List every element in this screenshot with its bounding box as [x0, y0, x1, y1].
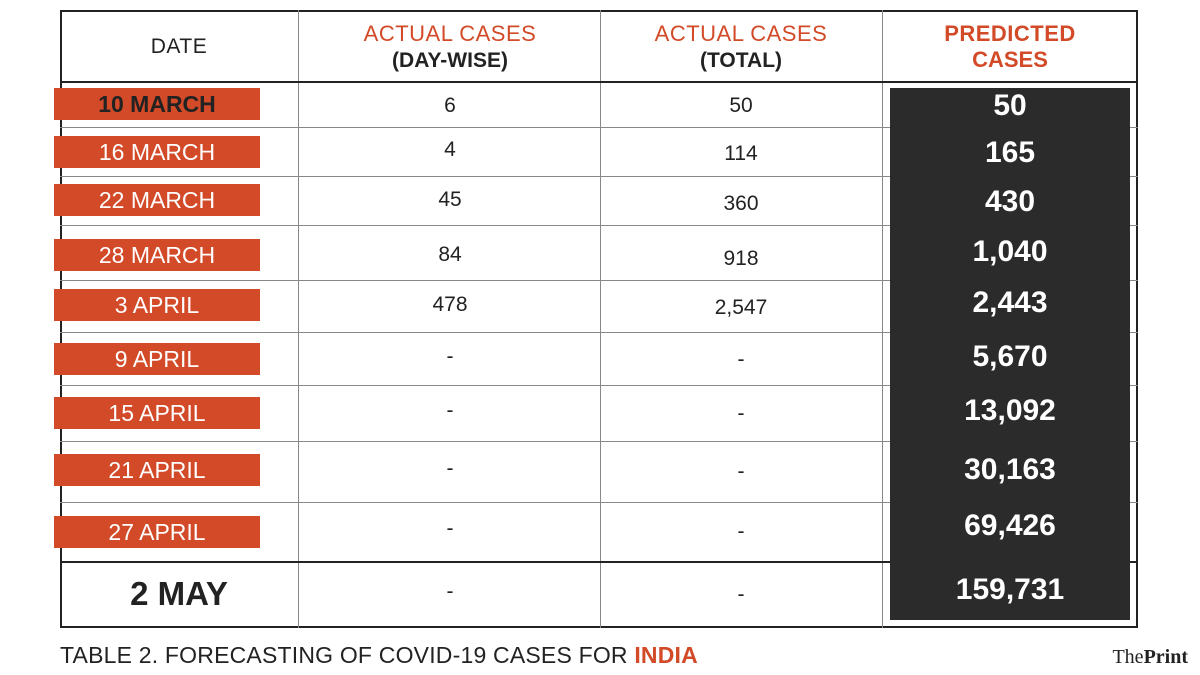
- date-label: 16 MARCH: [54, 136, 260, 168]
- predicted-cell: 13,092: [964, 394, 1056, 427]
- total-cell: 2,547: [714, 296, 768, 319]
- daywise-cell: 6: [444, 94, 456, 117]
- total-cell: 360: [723, 192, 759, 215]
- date-label: 10 MARCH: [54, 88, 260, 120]
- header-total: ACTUAL CASES (TOTAL): [602, 14, 880, 80]
- predicted-cell: 5,670: [972, 340, 1048, 373]
- predicted-cell: 1,040: [972, 235, 1048, 268]
- row-divider: [60, 127, 1138, 128]
- row-divider: [60, 561, 1138, 563]
- header-total-line1: ACTUAL CASES: [654, 21, 828, 46]
- row-divider: [60, 332, 1138, 333]
- total-cell: -: [737, 402, 745, 425]
- predicted-column-background: [890, 88, 1130, 620]
- row-divider: [60, 441, 1138, 442]
- date-label: 15 APRIL: [54, 397, 260, 429]
- daywise-cell: -: [446, 517, 454, 540]
- date-label: 27 APRIL: [54, 516, 260, 548]
- daywise-cell: -: [446, 580, 454, 603]
- brand-logo: ThePrint: [1112, 646, 1188, 669]
- total-cell: -: [737, 460, 745, 483]
- predicted-cell: 2,443: [972, 286, 1048, 319]
- predicted-cell: 165: [984, 136, 1036, 169]
- total-cell: 114: [724, 142, 758, 165]
- date-label: 3 APRIL: [54, 289, 260, 321]
- daywise-cell: -: [446, 345, 454, 368]
- header-daywise-line1: ACTUAL CASES: [363, 21, 537, 46]
- predicted-cell: 50: [993, 89, 1027, 122]
- total-cell: 50: [729, 94, 753, 117]
- date-label: 2 MAY: [130, 575, 228, 612]
- header-daywise: ACTUAL CASES (DAY-WISE): [300, 14, 600, 80]
- column-divider: [882, 10, 883, 628]
- row-divider: [60, 225, 1138, 226]
- header-total-line2: (TOTAL): [699, 49, 783, 72]
- column-divider: [298, 10, 299, 628]
- total-cell: -: [737, 520, 745, 543]
- total-cell: -: [737, 583, 745, 606]
- date-label: 9 APRIL: [54, 343, 260, 375]
- date-label: 21 APRIL: [54, 454, 260, 486]
- daywise-cell: 478: [432, 293, 468, 316]
- brand-the: The: [1112, 646, 1144, 668]
- header-predicted-line2: CASES: [972, 47, 1048, 72]
- row-divider: [60, 502, 1138, 503]
- caption-text: TABLE 2. FORECASTING OF COVID-19 CASES F…: [60, 642, 635, 668]
- caption-highlight: INDIA: [634, 642, 698, 668]
- brand-print: Print: [1143, 646, 1188, 668]
- predicted-cell: 159,731: [955, 573, 1065, 606]
- table-caption: TABLE 2. FORECASTING OF COVID-19 CASES F…: [60, 642, 698, 669]
- header-daywise-line2: (DAY-WISE): [392, 49, 508, 72]
- header-predicted-line1: PREDICTED: [944, 21, 1076, 46]
- date-label: 28 MARCH: [54, 239, 260, 271]
- predicted-cell: 430: [984, 185, 1036, 218]
- header-date-label: DATE: [150, 35, 208, 58]
- predicted-cell: 30,163: [964, 453, 1056, 486]
- daywise-cell: 84: [438, 243, 462, 266]
- daywise-cell: 45: [438, 188, 462, 211]
- total-cell: 918: [723, 247, 759, 270]
- column-divider: [600, 10, 601, 628]
- total-cell: -: [737, 348, 745, 371]
- predicted-cell: 69,426: [964, 509, 1056, 542]
- row-divider: [60, 280, 1138, 281]
- daywise-cell: 4: [444, 138, 456, 161]
- row-divider: [60, 176, 1138, 177]
- header-date: DATE: [60, 14, 298, 80]
- daywise-cell: -: [446, 399, 454, 422]
- date-label: 22 MARCH: [54, 184, 260, 216]
- header-divider: [60, 81, 1138, 83]
- row-divider: [60, 385, 1138, 386]
- header-predicted: PREDICTED CASES: [884, 14, 1136, 80]
- daywise-cell: -: [446, 457, 454, 480]
